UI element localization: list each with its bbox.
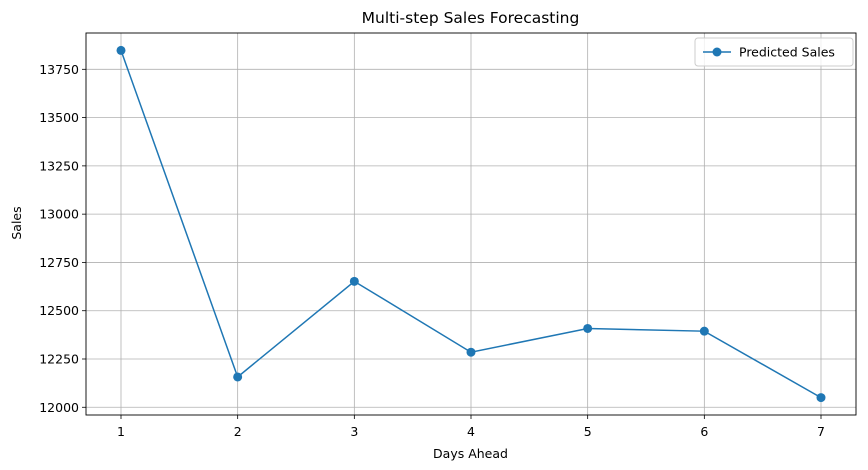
- data-point: [583, 323, 593, 333]
- legend-marker-swatch: [712, 47, 722, 57]
- axis-ticks: [82, 68, 822, 419]
- plot-area-frame: [85, 32, 857, 416]
- x-tick-label: 2: [234, 424, 242, 439]
- y-tick-label: 13000: [39, 207, 79, 222]
- x-tick-label: 1: [117, 424, 125, 439]
- data-point: [116, 45, 126, 55]
- data-point: [699, 326, 709, 336]
- x-tick-label: 7: [817, 424, 825, 439]
- chart-title: Multi-step Sales Forecasting: [362, 9, 580, 27]
- data-point: [816, 393, 826, 403]
- x-tick-label: 5: [584, 424, 592, 439]
- y-tick-label: 12500: [39, 303, 79, 318]
- data-point: [233, 372, 243, 382]
- x-tick-label: 4: [467, 424, 475, 439]
- data-point: [466, 347, 476, 357]
- y-tick-label: 12000: [39, 400, 79, 415]
- x-tick-label: 6: [700, 424, 708, 439]
- grid: [86, 33, 856, 415]
- y-tick-label: 13500: [39, 110, 79, 125]
- x-axis-label: Days Ahead: [433, 446, 508, 461]
- data-point: [349, 276, 359, 286]
- legend-label: Predicted Sales: [739, 45, 835, 60]
- x-tick-label: 3: [350, 424, 358, 439]
- y-tick-label: 13750: [39, 62, 79, 77]
- series-layer: [116, 45, 826, 403]
- legend: Predicted Sales: [694, 37, 854, 67]
- x-tick-labels: 1 2 3 4 5 6 7: [117, 424, 825, 439]
- y-axis-label: Sales: [9, 206, 24, 239]
- legend-box: [694, 37, 854, 67]
- y-tick-labels: 12000 12250 12500 12750 13000 13250 13500 13750: [39, 62, 79, 415]
- y-tick-label: 12750: [39, 255, 79, 270]
- y-tick-label: 13250: [39, 158, 79, 173]
- y-tick-label: 12250: [39, 351, 79, 366]
